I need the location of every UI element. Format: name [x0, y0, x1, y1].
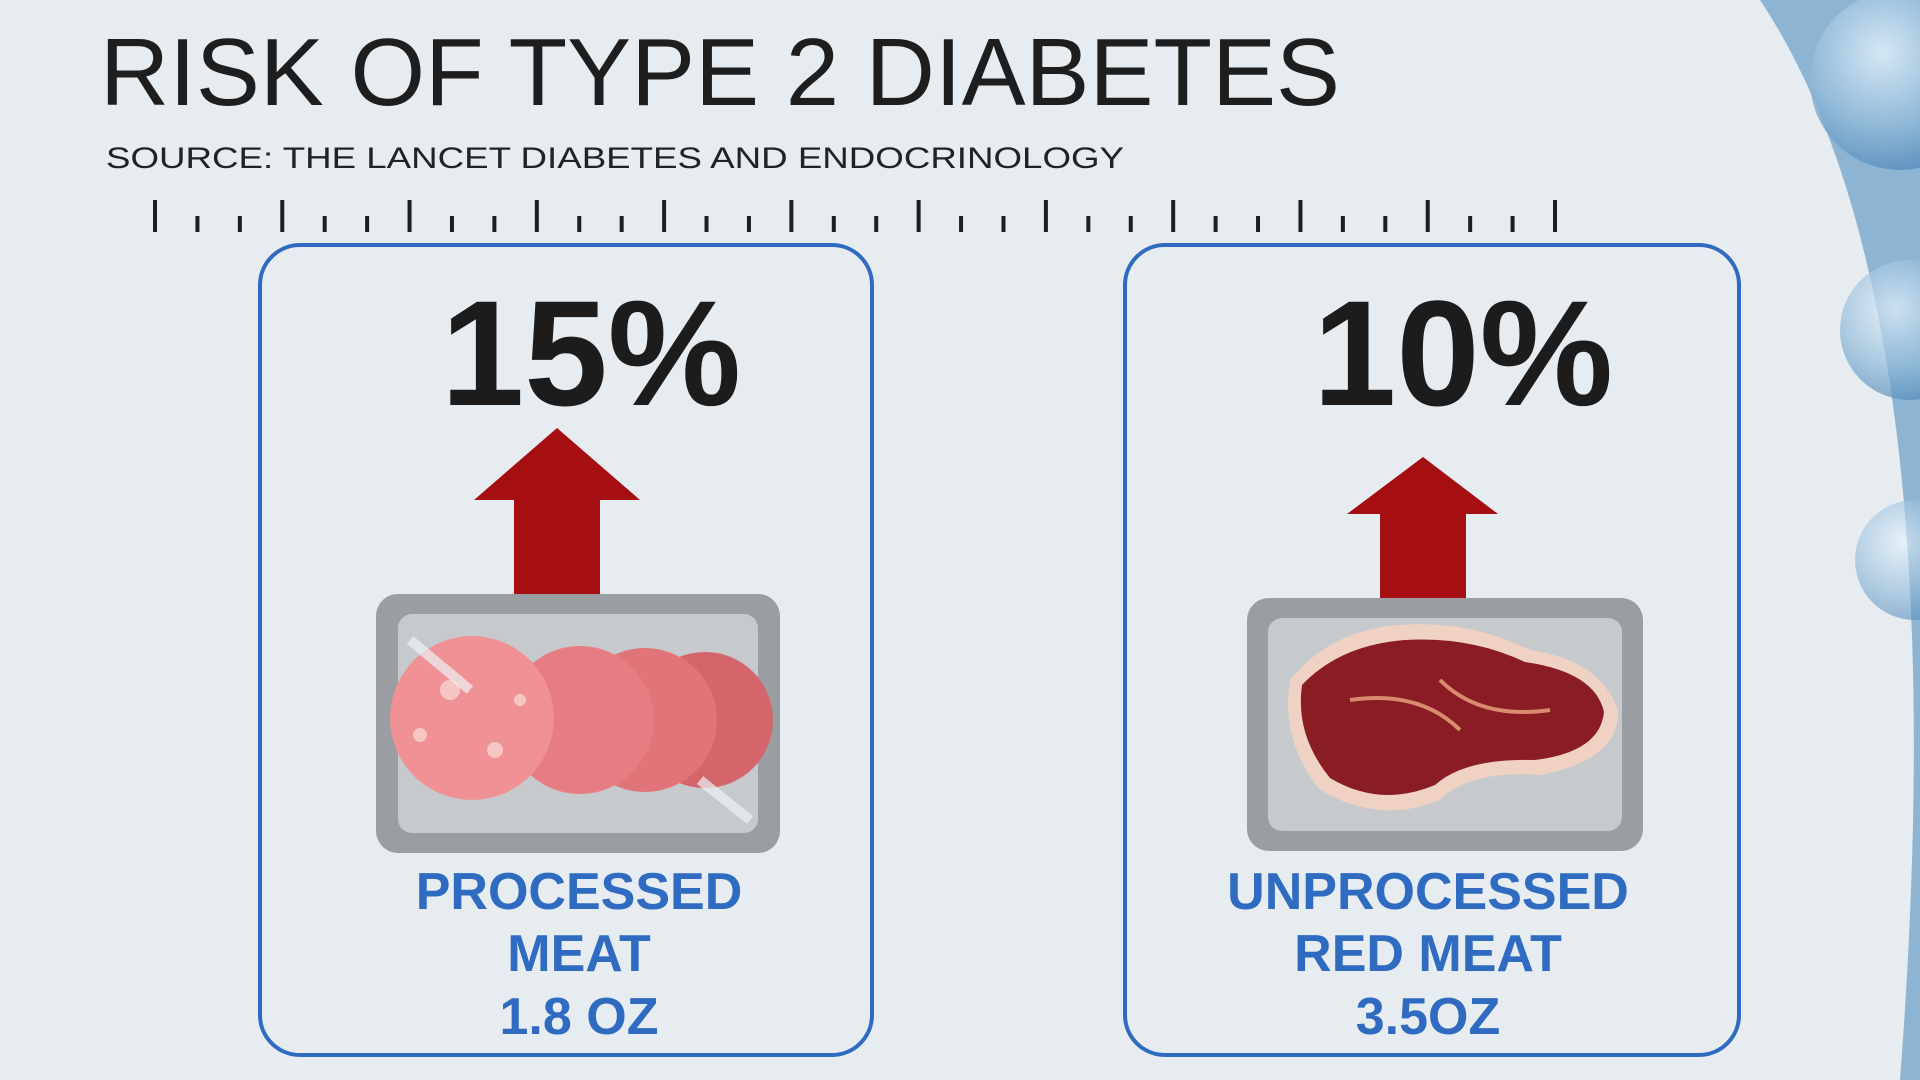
- card: [258, 243, 874, 1057]
- bubble: [1855, 500, 1920, 620]
- percentage: 15%: [441, 269, 741, 437]
- bubble: [1810, 0, 1920, 170]
- label-line: RED MEAT: [1294, 925, 1562, 983]
- processed-meat-icon: [376, 594, 780, 853]
- percentage: 10%: [1313, 269, 1613, 437]
- title: RISK OF TYPE 2 DIABETES: [100, 19, 1340, 126]
- card: [1123, 243, 1741, 1057]
- up-arrow: [474, 428, 640, 594]
- up-arrow: [1347, 457, 1498, 600]
- bubble: [1840, 260, 1920, 400]
- label-line: UNPROCESSED: [1227, 863, 1629, 921]
- label-line: MEAT: [507, 925, 651, 983]
- label-line: 3.5OZ: [1356, 988, 1501, 1046]
- label-line: 1.8 OZ: [500, 988, 659, 1046]
- source: SOURCE: THE LANCET DIABETES AND ENDOCRIN…: [106, 142, 1124, 175]
- red-meat-icon: [1247, 598, 1643, 851]
- ruler: [153, 200, 1557, 232]
- label-line: PROCESSED: [416, 863, 743, 921]
